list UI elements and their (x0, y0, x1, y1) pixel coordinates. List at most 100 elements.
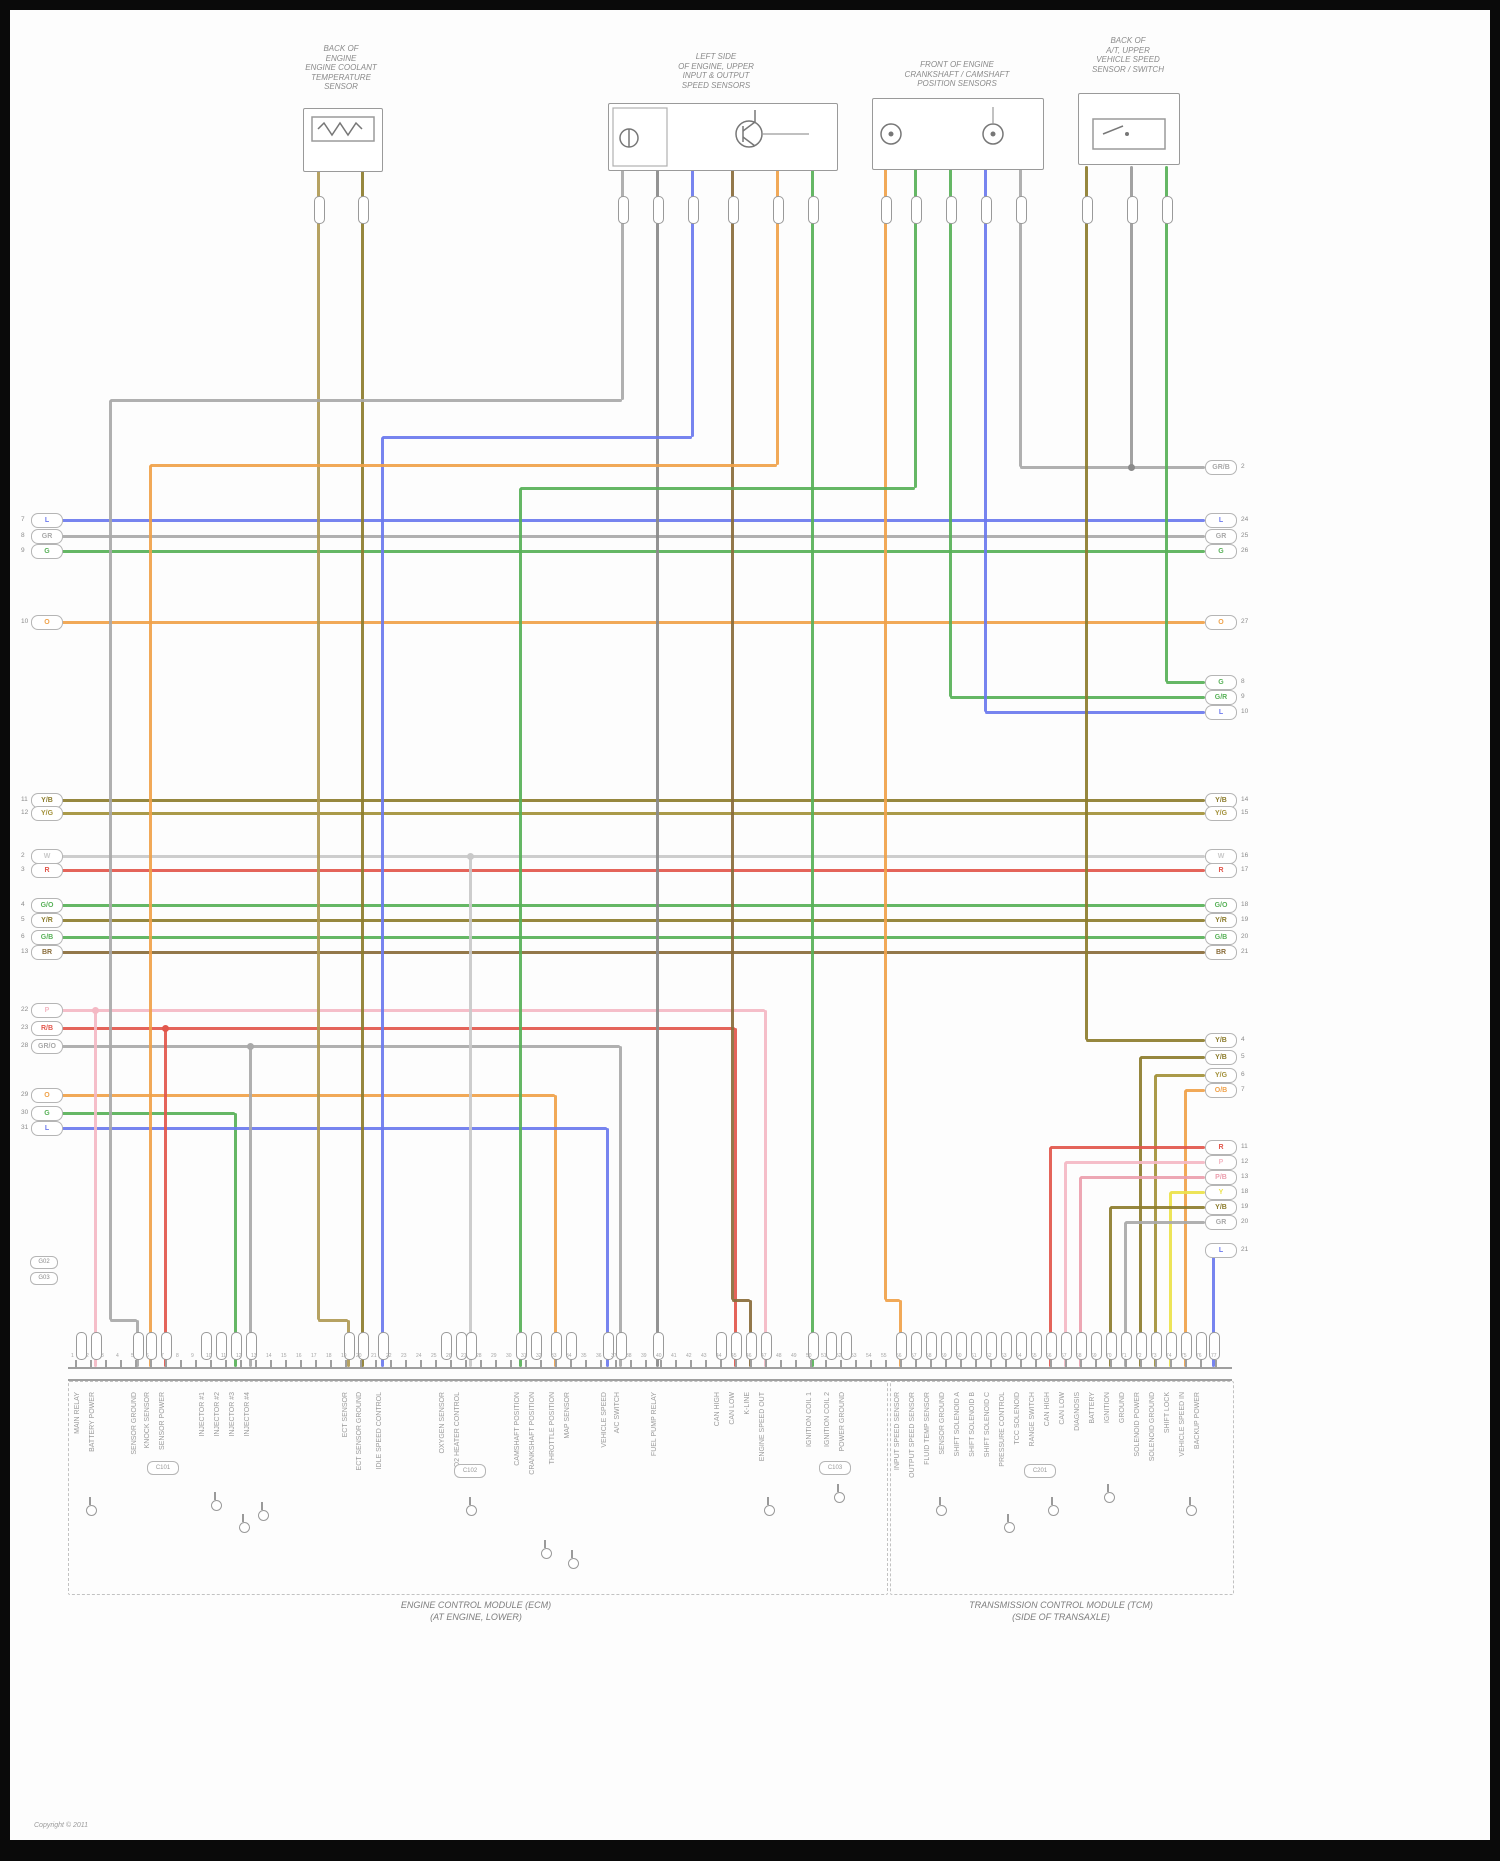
connector-pin-stub (75, 1360, 77, 1367)
connector-pin-stub (135, 1360, 137, 1367)
pin-function-label: THROTTLE POSITION (549, 1392, 556, 1465)
connector-pin-number: 9 (191, 1353, 194, 1359)
connector-terminal (343, 1332, 355, 1360)
connector-pin-stub (780, 1360, 782, 1367)
connector-pin-stub (285, 1360, 287, 1367)
edge-pin-number: 12 (21, 809, 29, 816)
wire-code-chip: Y (1205, 1185, 1237, 1200)
pin-function-label: SENSOR POWER (159, 1392, 166, 1450)
connector-pin-number: 69 (1091, 1353, 1097, 1359)
wire-l (1211, 1250, 1215, 1367)
connector-ref-label: C102 (454, 1464, 486, 1478)
connector-pin-number: 67 (1061, 1353, 1067, 1359)
edge-pin-number: 11 (1241, 1143, 1248, 1150)
tcm-label: TRANSMISSION CONTROL MODULE (TCM) (969, 1600, 1153, 1610)
connector-pin-stub (360, 1360, 362, 1367)
connector-pin-number: 52 (836, 1353, 842, 1359)
wire-code-chip: Y/B (1205, 1033, 1237, 1048)
connector-pin-stub (1200, 1360, 1202, 1367)
wire-code-chip: GR/B (1205, 460, 1237, 475)
wire-y-b (36, 798, 1205, 802)
wire-code-chip: Y/R (31, 913, 63, 928)
connector-pin-number: 21 (371, 1353, 377, 1359)
pin-function-label: BATTERY (1089, 1392, 1096, 1424)
connector-pin-number: 53 (851, 1353, 857, 1359)
wire-gr (1123, 1222, 1127, 1367)
wire-g (520, 486, 915, 490)
wire-p-b (1078, 1177, 1082, 1367)
edge-pin-number: 21 (1241, 948, 1249, 955)
edge-pin-number: 28 (21, 1042, 29, 1049)
connector-pin-number: 24 (416, 1353, 422, 1359)
connector-pin-number: 19 (341, 1353, 347, 1359)
connector-terminal (1195, 1332, 1207, 1360)
connector-pin-stub (1050, 1360, 1052, 1367)
edge-pin-number: 7 (1241, 1086, 1245, 1093)
wire-y-b (1140, 1055, 1205, 1059)
ground-icon (763, 1505, 775, 1516)
position-sensors-box (872, 98, 1044, 170)
tcm-label: (SIDE OF TRANSAXLE) (1012, 1612, 1110, 1622)
connector-pin-stub (345, 1360, 347, 1367)
ground-icon (465, 1505, 477, 1516)
wire-code-chip: L (31, 513, 63, 528)
connector-pin-number: 48 (776, 1353, 782, 1359)
wire-o (36, 620, 1205, 624)
connector-pin-stub (660, 1360, 662, 1367)
wire-o (148, 465, 152, 1367)
ground-icon (242, 1514, 244, 1522)
connector-pin-number: 10 (206, 1353, 212, 1359)
edge-pin-number: 2 (21, 852, 25, 859)
wire-code-chip: L (31, 1121, 63, 1136)
wire-g-b (36, 935, 1205, 939)
pin-function-label: INJECTOR #1 (199, 1392, 206, 1437)
connector-pin-stub (855, 1360, 857, 1367)
pin-function-label: TCC SOLENOID (1014, 1392, 1021, 1445)
connector-terminal (1015, 196, 1027, 224)
connector-terminal (530, 1332, 542, 1360)
connector-pin-number: 77 (1211, 1353, 1217, 1359)
wire-code-chip: G/B (31, 930, 63, 945)
connector-pin-stub (570, 1360, 572, 1367)
connector-pin-stub (120, 1360, 122, 1367)
connector-pin-number: 1 (71, 1353, 74, 1359)
connector-pin-stub (960, 1360, 962, 1367)
connector-pin-number: 26 (446, 1353, 452, 1359)
connector-pin-number: 20 (356, 1353, 362, 1359)
connector-terminal (1060, 1332, 1072, 1360)
connector-pin-number: 72 (1136, 1353, 1142, 1359)
speed-switch-icon (1092, 118, 1166, 150)
wire-gr (110, 398, 622, 402)
wire-o (36, 1093, 555, 1097)
ground-icon (89, 1497, 91, 1505)
connector-pin-stub (765, 1360, 767, 1367)
connector-pin-number: 75 (1181, 1353, 1187, 1359)
wire-code-chip: G (1205, 675, 1237, 690)
connector-terminal (980, 196, 992, 224)
wire-y (1168, 1192, 1172, 1367)
edge-pin-number: 8 (1241, 678, 1245, 685)
edge-pin-number: 26 (1241, 547, 1249, 554)
ground-icon (1051, 1497, 1053, 1505)
connector-pin-stub (840, 1360, 842, 1367)
connector-terminal (515, 1332, 527, 1360)
connector-terminal (652, 196, 664, 224)
connector-pin-number: 5 (131, 1353, 134, 1359)
speed-sensors-label: INPUT & OUTPUT (682, 71, 750, 80)
wire-junction-dot (246, 1042, 254, 1050)
ground-icon (1185, 1505, 1197, 1516)
speed-sensors-box (608, 103, 838, 171)
connector-pin-number: 28 (476, 1353, 482, 1359)
connector-terminal (940, 1332, 952, 1360)
edge-pin-number: 30 (21, 1109, 29, 1116)
connector-pin-stub (1020, 1360, 1022, 1367)
ground-icon (257, 1510, 269, 1521)
connector-terminal (880, 196, 892, 224)
pin-function-label: CAN LOW (729, 1392, 736, 1425)
wire-y-b (1138, 1057, 1142, 1367)
edge-pin-number: 29 (21, 1091, 29, 1098)
connector-pin-stub (540, 1360, 542, 1367)
connector-terminal (955, 1332, 967, 1360)
connector-pin-stub (255, 1360, 257, 1367)
edge-pin-number: 23 (21, 1024, 29, 1031)
